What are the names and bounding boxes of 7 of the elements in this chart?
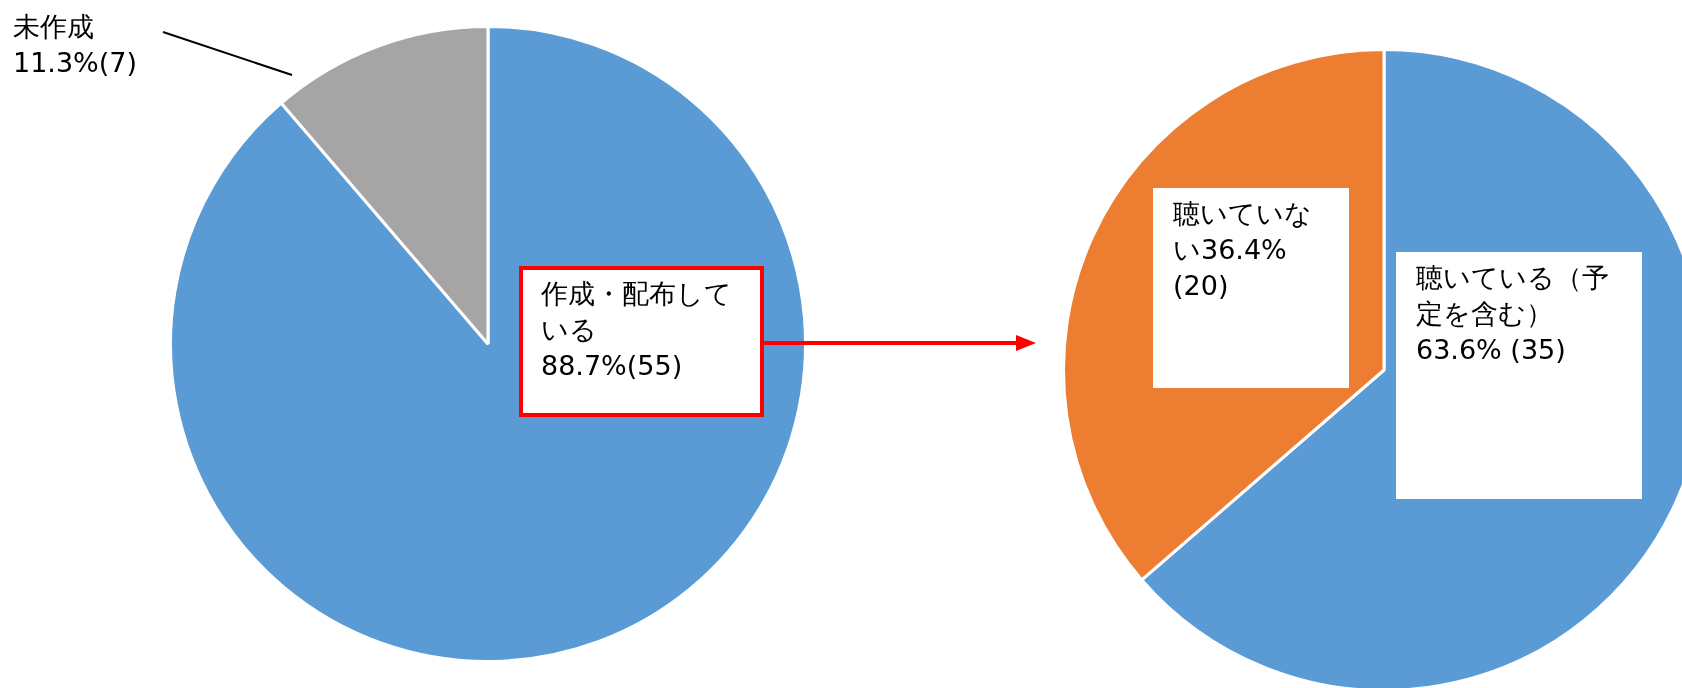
data-label: 11.3%(7) xyxy=(13,46,138,78)
slice-label: 未作成 xyxy=(13,10,94,42)
data-label: 88.7%(55) xyxy=(541,349,683,381)
data-label: 63.6% (35) xyxy=(1416,333,1566,365)
slice-label: 作成・配布している xyxy=(540,277,732,345)
slice-label: 聴いている（予定を含む） xyxy=(1416,261,1609,329)
slice-label: 聴いていない36.4%(20) xyxy=(1173,197,1312,301)
